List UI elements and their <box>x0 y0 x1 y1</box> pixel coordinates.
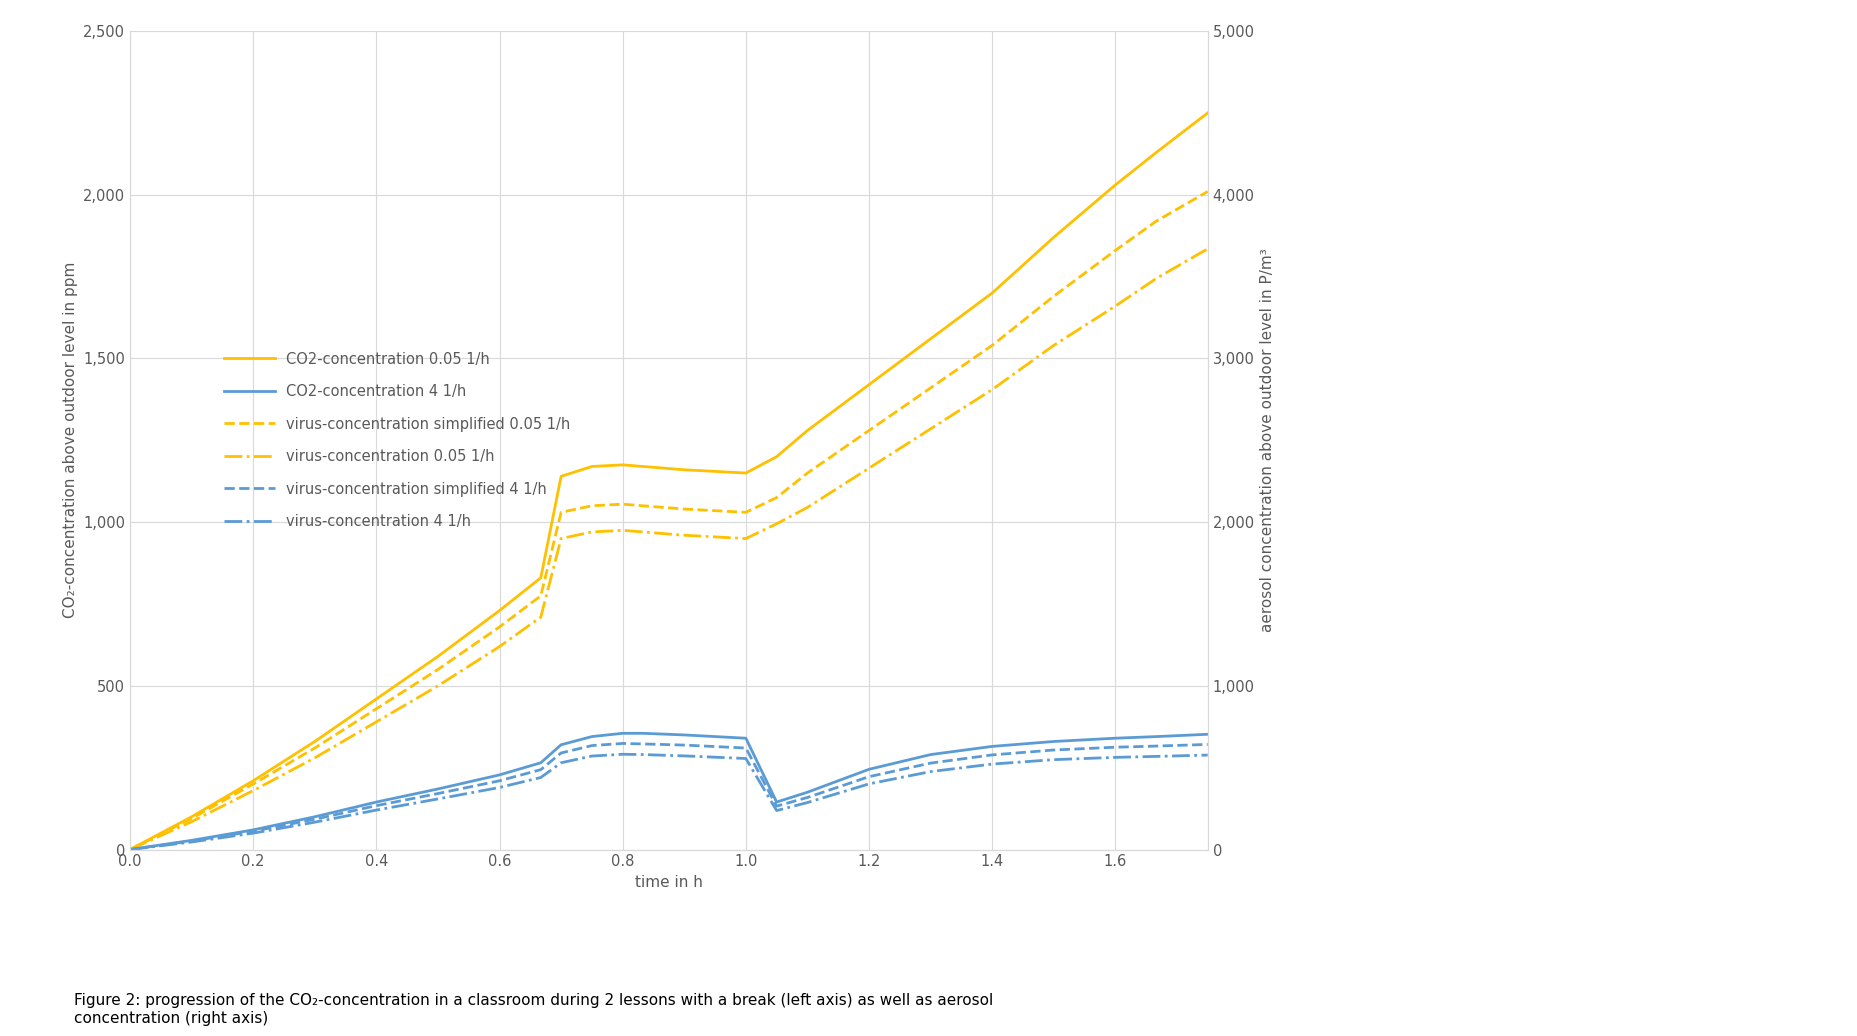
Legend: CO2-concentration 0.05 1/h, CO2-concentration 4 1/h, virus-concentration simplif: CO2-concentration 0.05 1/h, CO2-concentr… <box>223 351 570 529</box>
X-axis label: time in h: time in h <box>635 875 702 890</box>
Y-axis label: aerosol concentration above outdoor level in P/m³: aerosol concentration above outdoor leve… <box>1259 249 1274 632</box>
Y-axis label: CO₂-concentration above outdoor level in ppm: CO₂-concentration above outdoor level in… <box>63 262 78 618</box>
Text: Figure 2: progression of the CO₂-concentration in a classroom during 2 lessons w: Figure 2: progression of the CO₂-concent… <box>74 994 993 1026</box>
